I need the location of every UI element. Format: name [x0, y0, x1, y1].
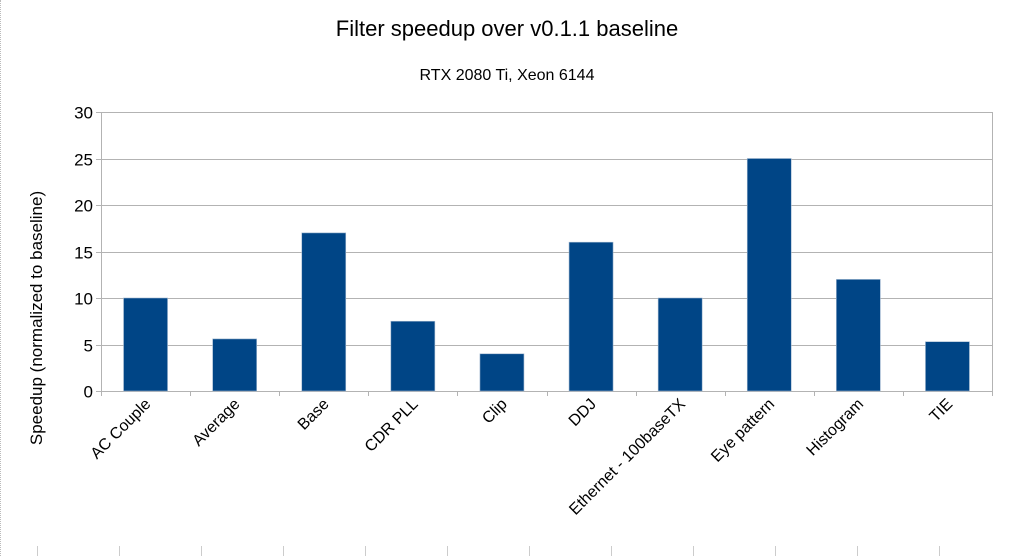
y-tick-label: 10 — [74, 290, 93, 309]
bar — [836, 279, 881, 392]
page-edge — [0, 0, 2, 556]
bar — [568, 241, 614, 392]
x-tick-label: Clip — [479, 396, 511, 428]
bar — [212, 338, 257, 392]
bar — [925, 341, 970, 392]
y-tick-label: 30 — [74, 104, 93, 123]
bar — [657, 297, 703, 392]
y-tick-label: 0 — [84, 383, 93, 402]
chart-title: Filter speedup over v0.1.1 baseline — [336, 16, 678, 41]
y-tick-label: 5 — [84, 337, 93, 356]
x-tick-label: TIE — [927, 396, 957, 426]
x-tick-label: CDR PLL — [362, 396, 422, 456]
y-tick-label: 25 — [74, 151, 93, 170]
bar — [301, 232, 347, 392]
bar — [390, 320, 436, 392]
y-tick-label: 15 — [74, 244, 93, 263]
bar — [746, 158, 792, 392]
x-tick-label: Histogram — [804, 396, 868, 460]
chart-subtitle: RTX 2080 Ti, Xeon 6144 — [420, 67, 595, 84]
bar — [123, 297, 168, 392]
x-tick-label: DDJ — [566, 396, 600, 430]
x-tick-label: Eye pattern — [708, 396, 778, 466]
x-tick-label: AC Couple — [88, 396, 155, 463]
y-tick-label: 20 — [74, 197, 93, 216]
bar — [479, 353, 525, 392]
x-tick-label: Base — [295, 396, 333, 434]
y-axis-label: Speedup (normalized to baseline) — [27, 191, 46, 445]
x-tick-label: Average — [190, 396, 244, 450]
